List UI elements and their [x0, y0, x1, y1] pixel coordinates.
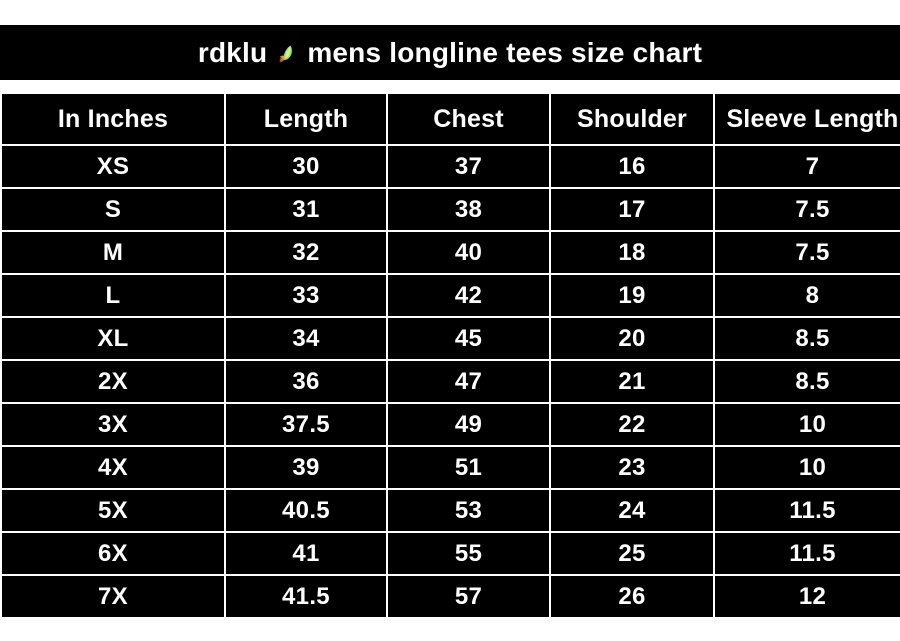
header-row: In Inches Length Chest Shoulder Sleeve L… — [2, 94, 900, 144]
cell-size: M — [2, 232, 224, 273]
cell-length: 30 — [226, 146, 386, 187]
cell-length: 40.5 — [226, 490, 386, 531]
cell-sleeve-length: 11.5 — [715, 490, 900, 531]
cell-sleeve-length: 7.5 — [715, 189, 900, 230]
cell-size: S — [2, 189, 224, 230]
cell-shoulder: 18 — [551, 232, 713, 273]
cell-sleeve-length: 8 — [715, 275, 900, 316]
table-body: XS 30 37 16 7 S 31 38 17 7.5 M 32 40 18 7.5 L 33 42 19 8 XL 3… — [2, 146, 900, 617]
cell-size: 4X — [2, 447, 224, 488]
cell-size: 3X — [2, 404, 224, 445]
cell-chest: 37 — [388, 146, 549, 187]
cell-chest: 53 — [388, 490, 549, 531]
cell-size: 6X — [2, 533, 224, 574]
cell-size: XS — [2, 146, 224, 187]
cell-shoulder: 24 — [551, 490, 713, 531]
cell-length: 37.5 — [226, 404, 386, 445]
cell-chest: 49 — [388, 404, 549, 445]
cell-sleeve-length: 12 — [715, 576, 900, 617]
cell-shoulder: 17 — [551, 189, 713, 230]
cell-sleeve-length: 8.5 — [715, 361, 900, 402]
table-row: 4X 39 51 23 10 — [2, 447, 900, 488]
cell-size: 2X — [2, 361, 224, 402]
cell-size: XL — [2, 318, 224, 359]
table-row: 2X 36 47 21 8.5 — [2, 361, 900, 402]
cell-chest: 51 — [388, 447, 549, 488]
cell-sleeve-length: 7.5 — [715, 232, 900, 273]
cell-chest: 57 — [388, 576, 549, 617]
table-row: M 32 40 18 7.5 — [2, 232, 900, 273]
cell-sleeve-length: 10 — [715, 404, 900, 445]
cell-length: 33 — [226, 275, 386, 316]
cell-size: L — [2, 275, 224, 316]
cell-shoulder: 22 — [551, 404, 713, 445]
column-header-sleeve-length: Sleeve Length — [715, 94, 900, 144]
column-header-in-inches: In Inches — [2, 94, 224, 144]
table-header: In Inches Length Chest Shoulder Sleeve L… — [2, 94, 900, 144]
table-row: 3X 37.5 49 22 10 — [2, 404, 900, 445]
cell-length: 32 — [226, 232, 386, 273]
cell-sleeve-length: 11.5 — [715, 533, 900, 574]
title-banner: rdklu mens longline tees size chart — [0, 25, 900, 80]
cell-sleeve-length: 7 — [715, 146, 900, 187]
cell-length: 36 — [226, 361, 386, 402]
page-title: mens longline tees size chart — [307, 36, 703, 68]
table-row: 7X 41.5 57 26 12 — [2, 576, 900, 617]
cell-size: 7X — [2, 576, 224, 617]
cell-size: 5X — [2, 490, 224, 531]
cell-length: 31 — [226, 189, 386, 230]
cell-length: 39 — [226, 447, 386, 488]
cell-shoulder: 23 — [551, 447, 713, 488]
size-table-container: In Inches Length Chest Shoulder Sleeve L… — [0, 92, 900, 619]
cell-shoulder: 25 — [551, 533, 713, 574]
cell-chest: 40 — [388, 232, 549, 273]
table-row: XS 30 37 16 7 — [2, 146, 900, 187]
cell-length: 41 — [226, 533, 386, 574]
column-header-chest: Chest — [388, 94, 549, 144]
cell-sleeve-length: 8.5 — [715, 318, 900, 359]
table-row: S 31 38 17 7.5 — [2, 189, 900, 230]
leaf-icon — [276, 43, 298, 65]
cell-shoulder: 26 — [551, 576, 713, 617]
column-header-shoulder: Shoulder — [551, 94, 713, 144]
size-chart-table: In Inches Length Chest Shoulder Sleeve L… — [0, 92, 900, 619]
cell-shoulder: 19 — [551, 275, 713, 316]
cell-chest: 42 — [388, 275, 549, 316]
table-row: 6X 41 55 25 11.5 — [2, 533, 900, 574]
cell-sleeve-length: 10 — [715, 447, 900, 488]
brand-name: rdklu — [197, 36, 268, 68]
cell-shoulder: 16 — [551, 146, 713, 187]
cell-chest: 55 — [388, 533, 549, 574]
table-row: XL 34 45 20 8.5 — [2, 318, 900, 359]
table-row: 5X 40.5 53 24 11.5 — [2, 490, 900, 531]
cell-shoulder: 20 — [551, 318, 713, 359]
cell-shoulder: 21 — [551, 361, 713, 402]
cell-chest: 38 — [388, 189, 549, 230]
cell-chest: 47 — [388, 361, 549, 402]
table-row: L 33 42 19 8 — [2, 275, 900, 316]
cell-length: 34 — [226, 318, 386, 359]
cell-length: 41.5 — [226, 576, 386, 617]
cell-chest: 45 — [388, 318, 549, 359]
column-header-length: Length — [226, 94, 386, 144]
